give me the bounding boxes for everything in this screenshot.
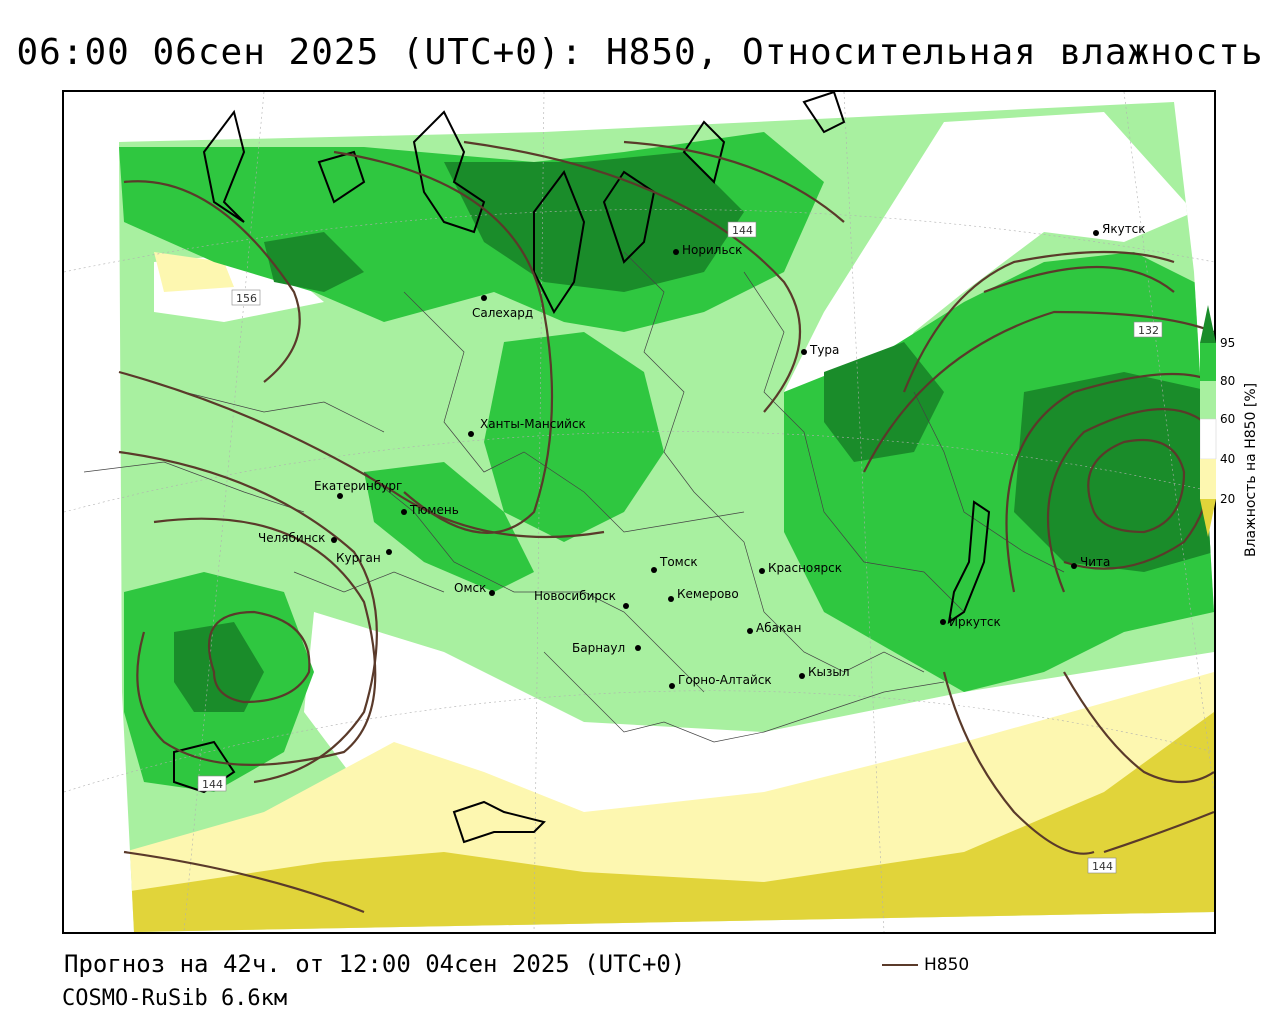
scale-band-mid <box>1200 418 1217 460</box>
city-marker[interactable] <box>747 628 753 634</box>
city-label: Ханты-Мансийск <box>480 417 586 431</box>
scale-tick: 80 <box>1220 374 1235 388</box>
scale-tick: 95 <box>1220 336 1235 350</box>
very-high-humidity-zone <box>824 342 944 462</box>
admin-boundaries <box>83 251 1065 743</box>
city-label: Красноярск <box>768 561 842 575</box>
city-marker[interactable] <box>673 249 679 255</box>
very-high-humidity-zone <box>174 622 264 712</box>
map-frame: 156 144 132 144 144 Якутск Норильск Сале… <box>62 90 1216 934</box>
graticule <box>64 92 1214 932</box>
city-label: Кызыл <box>808 665 850 679</box>
city-label: Челябинск <box>258 531 325 545</box>
city-label: Тюмень <box>409 503 459 517</box>
city-label: Иркутск <box>949 615 1001 629</box>
city-label: Чита <box>1080 555 1110 569</box>
city-label: Горно-Алтайск <box>678 673 772 687</box>
forecast-info: Прогноз на 42ч. от 12:00 04сен 2025 (UTC… <box>64 950 686 978</box>
city-marker[interactable] <box>651 567 657 573</box>
isoline-label: 156 <box>236 292 257 305</box>
humidity-color-scale: 95 80 60 40 20 <box>1200 305 1235 537</box>
city-marker[interactable] <box>623 603 629 609</box>
isoline-legend: H850 <box>882 955 969 975</box>
scale-band-high <box>1200 381 1216 419</box>
isoline-labels: 156 144 132 144 144 <box>197 221 1163 874</box>
isoline-label: 144 <box>202 778 223 791</box>
isoline-label: 132 <box>1138 324 1159 337</box>
city-marker[interactable] <box>635 645 641 651</box>
city-marker[interactable] <box>1093 230 1099 236</box>
high-humidity-zone <box>484 332 664 542</box>
scale-top-arrow <box>1200 305 1216 343</box>
city-marker[interactable] <box>801 349 807 355</box>
cities: Якутск Норильск Салехард Тура Ханты-Манс… <box>258 222 1146 689</box>
isoline-label: 144 <box>1092 860 1113 873</box>
city-marker[interactable] <box>331 537 337 543</box>
city-label: Томск <box>659 555 698 569</box>
city-marker[interactable] <box>1071 563 1077 569</box>
very-dry-zone <box>124 712 1214 932</box>
city-label: Новосибирск <box>534 589 616 603</box>
city-label: Абакан <box>756 621 801 635</box>
city-label: Барнаул <box>572 641 625 655</box>
city-label: Салехард <box>472 306 533 320</box>
city-marker[interactable] <box>386 549 392 555</box>
city-label: Кемерово <box>677 587 739 601</box>
city-marker[interactable] <box>759 568 765 574</box>
scale-band-very-high <box>1200 343 1216 381</box>
model-name: COSMO-RuSib 6.6км <box>62 986 288 1011</box>
isoline-legend-label: H850 <box>924 955 970 975</box>
scale-tick: 60 <box>1220 412 1235 426</box>
city-label: Норильск <box>682 243 742 257</box>
city-marker[interactable] <box>940 619 946 625</box>
map-canvas[interactable]: 156 144 132 144 144 Якутск Норильск Сале… <box>64 92 1214 932</box>
city-label: Якутск <box>1102 222 1146 236</box>
scale-title: Влажность на H850 [%] <box>1243 382 1259 558</box>
city-marker[interactable] <box>481 295 487 301</box>
isoline-label: 144 <box>732 224 753 237</box>
isoline-swatch <box>882 964 918 966</box>
scale-tick: 40 <box>1220 452 1235 466</box>
city-marker[interactable] <box>799 673 805 679</box>
city-marker[interactable] <box>669 683 675 689</box>
city-label: Тура <box>809 343 839 357</box>
scale-band-low <box>1200 459 1216 499</box>
city-marker[interactable] <box>468 431 474 437</box>
city-label: Курган <box>336 551 381 565</box>
city-marker[interactable] <box>401 509 407 515</box>
very-high-humidity-zone <box>264 232 364 292</box>
map-title: 06:00 06сен 2025 (UTC+0): H850, Относите… <box>16 32 1264 73</box>
city-marker[interactable] <box>489 590 495 596</box>
scale-bottom-arrow <box>1200 499 1216 537</box>
city-label: Екатеринбург <box>314 479 402 493</box>
city-marker[interactable] <box>668 596 674 602</box>
city-label: Омск <box>454 581 486 595</box>
city-marker[interactable] <box>337 493 343 499</box>
coastline <box>173 92 991 844</box>
scale-tick: 20 <box>1220 492 1235 506</box>
very-high-humidity-zone <box>444 152 744 292</box>
